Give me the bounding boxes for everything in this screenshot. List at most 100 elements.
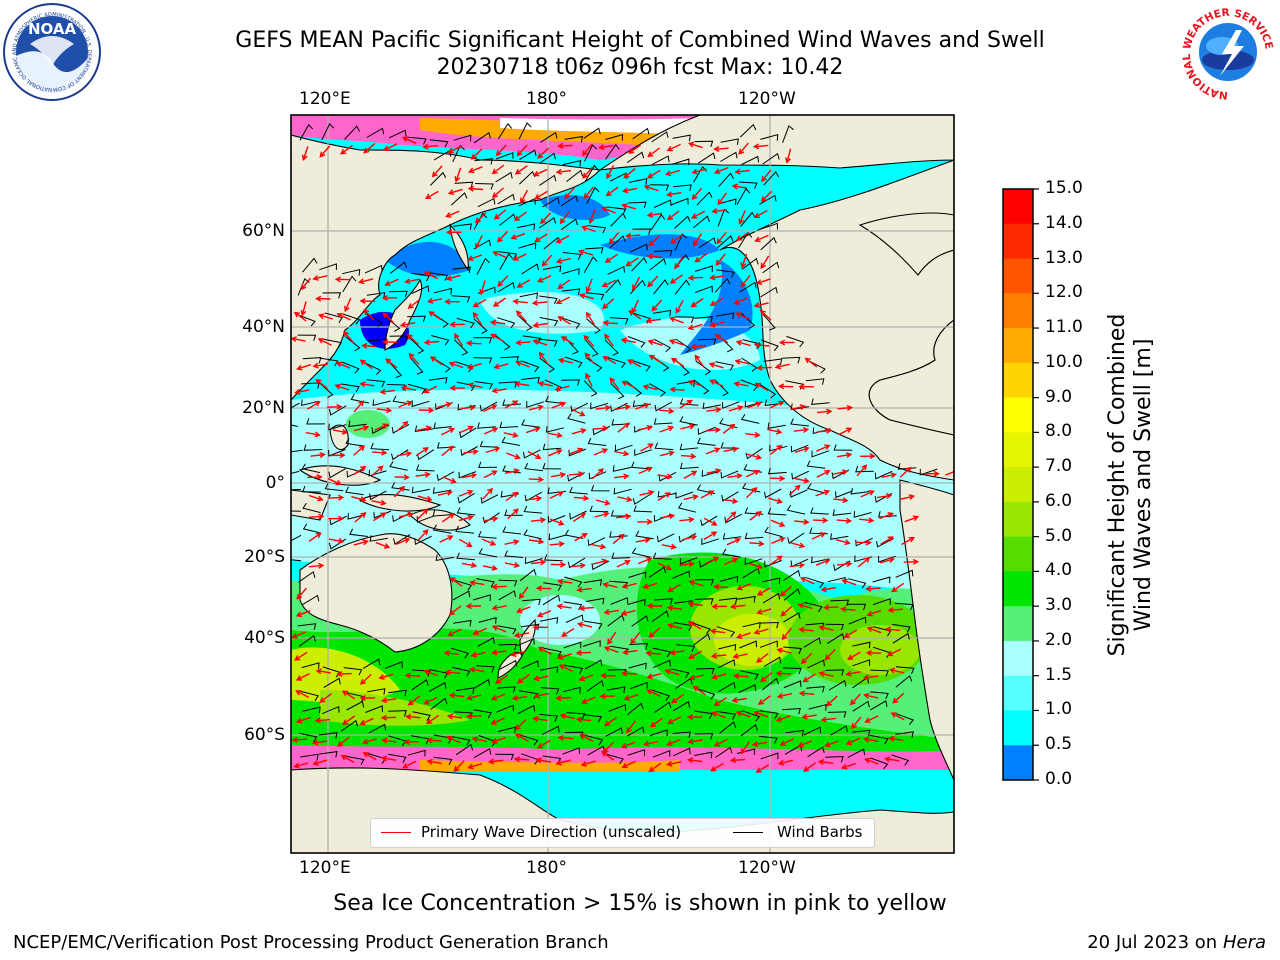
wind-barb xyxy=(894,602,914,611)
wave-direction-arrow xyxy=(771,536,786,544)
wave-direction-arrow xyxy=(474,212,487,224)
wind-barb xyxy=(673,184,692,191)
wind-barb xyxy=(830,725,848,736)
wind-barb xyxy=(697,426,716,435)
wave-direction-arrow xyxy=(623,168,636,179)
colorbar-tick-label: 5.0 xyxy=(1045,525,1073,546)
wind-barb xyxy=(539,357,555,373)
wave-direction-arrow xyxy=(705,427,722,433)
wave-direction-arrow xyxy=(881,472,897,479)
wave-direction-arrow xyxy=(493,363,509,370)
wind-barb xyxy=(302,257,318,273)
wave-direction-arrow xyxy=(892,692,905,704)
wind-barb xyxy=(678,532,697,543)
wind-barb xyxy=(722,401,740,409)
wind-barb xyxy=(460,446,478,456)
wave-direction-arrow xyxy=(891,582,905,593)
wind-barb xyxy=(759,384,777,399)
wind-barb xyxy=(564,664,584,674)
wave-direction-arrow xyxy=(833,497,849,504)
wind-barb xyxy=(744,532,764,540)
lon-label-top-120w: 120°W xyxy=(738,89,796,109)
wind-barb xyxy=(870,734,889,745)
lon-label-bottom-120w: 120°W xyxy=(738,858,796,878)
wind-barb xyxy=(498,590,516,601)
wave-direction-arrow xyxy=(583,335,595,347)
wave-direction-arrow xyxy=(532,321,548,328)
wave-direction-arrow xyxy=(620,609,636,616)
wave-direction-arrow xyxy=(555,257,572,264)
wind-barb xyxy=(543,647,562,658)
wind-barb xyxy=(590,485,610,492)
wind-barb xyxy=(518,122,532,140)
wave-direction-arrow xyxy=(341,690,356,700)
wave-direction-arrow xyxy=(491,649,507,656)
wind-barb xyxy=(835,490,853,499)
wave-direction-arrow xyxy=(847,651,861,660)
wave-direction-arrow xyxy=(449,321,465,328)
wind-barb xyxy=(717,626,736,638)
wind-barb xyxy=(519,292,539,300)
wind-barb xyxy=(301,662,320,669)
wave-direction-arrow xyxy=(559,713,575,720)
wind-barb xyxy=(631,547,651,558)
legend-wave-swatch xyxy=(381,832,411,833)
wind-barb xyxy=(345,336,361,352)
wave-direction-arrow xyxy=(625,232,641,239)
wave-direction-arrow xyxy=(371,449,388,456)
wave-direction-arrow xyxy=(564,187,575,200)
wave-direction-arrow xyxy=(535,585,552,592)
wave-direction-arrow xyxy=(601,206,616,214)
wind-barb xyxy=(782,707,801,715)
wind-barb xyxy=(324,312,344,323)
colorbar-segment xyxy=(1003,189,1033,225)
wind-barb xyxy=(412,669,431,677)
wind-barb xyxy=(319,263,337,271)
wind-barb xyxy=(701,538,720,545)
wind-barb xyxy=(759,710,779,719)
wave-direction-arrow xyxy=(669,386,685,393)
wave-direction-arrow xyxy=(670,233,683,244)
wave-direction-arrow xyxy=(296,716,311,724)
wave-direction-arrow xyxy=(880,536,894,545)
wave-direction-arrow xyxy=(639,489,655,496)
wind-barb xyxy=(852,659,871,667)
wind-barb xyxy=(651,155,670,165)
wave-direction-arrow xyxy=(797,740,813,748)
wind-barb xyxy=(852,641,871,649)
wind-barb xyxy=(368,723,387,734)
wind-barb xyxy=(371,424,390,434)
wave-direction-arrow xyxy=(757,695,771,705)
wave-direction-arrow xyxy=(688,674,705,681)
wind-barb xyxy=(740,211,756,227)
wind-barb xyxy=(411,735,430,745)
wind-barb xyxy=(739,123,757,138)
wave-direction-arrow xyxy=(749,540,765,547)
wind-barb xyxy=(433,287,453,295)
wind-barb xyxy=(582,640,601,647)
map-frame xyxy=(290,114,955,854)
wind-barb xyxy=(430,171,447,186)
wave-direction-arrow xyxy=(755,764,770,773)
wave-direction-arrow xyxy=(554,385,570,392)
wave-direction-arrow xyxy=(778,339,795,346)
wave-direction-arrow xyxy=(760,671,773,683)
wave-direction-arrow xyxy=(626,720,636,734)
wave-direction-arrow xyxy=(756,364,772,371)
wind-barb xyxy=(542,594,561,606)
wave-direction-arrow xyxy=(687,601,703,607)
wind-barb xyxy=(895,675,913,688)
wave-direction-arrow xyxy=(736,583,751,591)
wind-barb xyxy=(543,582,562,591)
wave-direction-arrow xyxy=(359,298,375,305)
wind-barb xyxy=(632,228,652,235)
wave-direction-arrow xyxy=(888,667,905,674)
wind-barb xyxy=(742,621,761,629)
wave-direction-arrow xyxy=(381,294,398,302)
wind-barb xyxy=(870,757,889,770)
wave-direction-arrow xyxy=(532,624,548,631)
wave-direction-arrow xyxy=(463,448,479,455)
wave-direction-arrow xyxy=(679,399,693,409)
wind-barb xyxy=(497,317,516,329)
